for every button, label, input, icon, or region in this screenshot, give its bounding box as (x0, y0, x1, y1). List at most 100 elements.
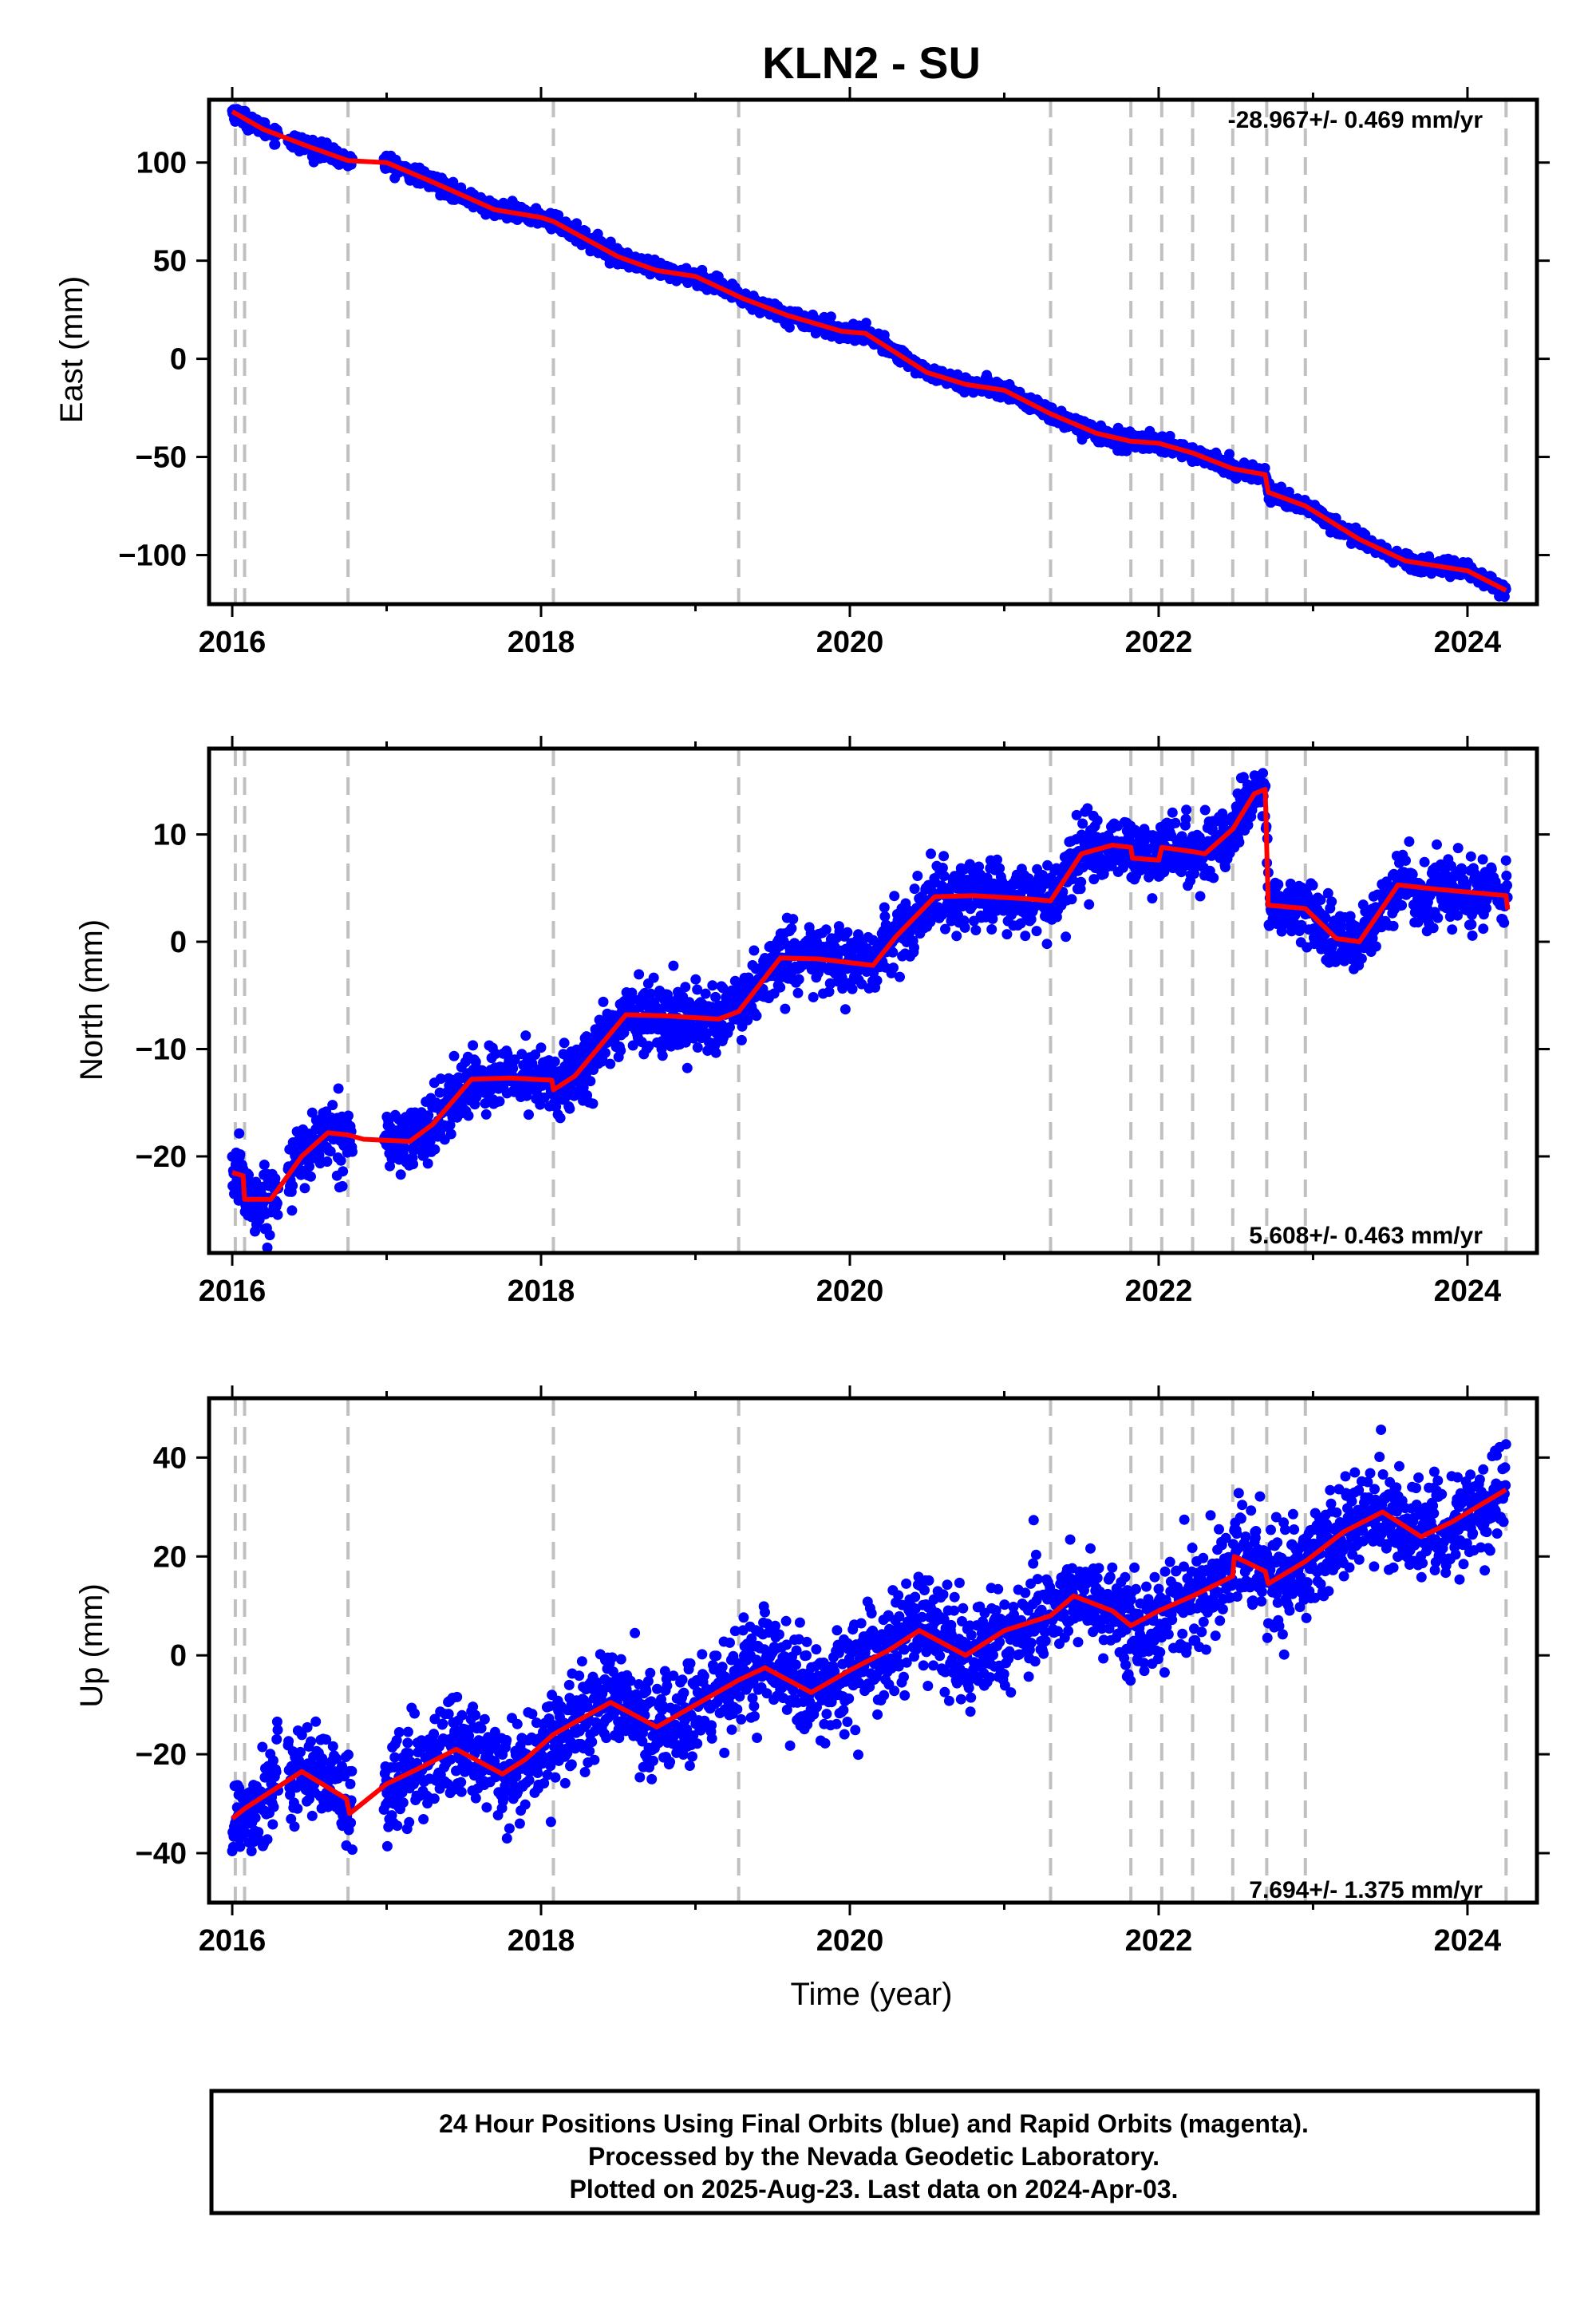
north-data-point (736, 1034, 747, 1045)
north-data-point (520, 1030, 531, 1041)
north-data-point (535, 1042, 547, 1053)
north-data-point (1234, 836, 1245, 848)
north-data-point (234, 1128, 245, 1139)
north-data-point (648, 972, 659, 983)
east-y-tick-label: −50 (136, 441, 187, 475)
north-data-point (668, 960, 679, 971)
north-data-point (615, 1045, 626, 1056)
north-data-point (271, 1198, 282, 1209)
north-data-point (1092, 815, 1103, 826)
north-data-point (788, 914, 799, 925)
north-data-point (1041, 939, 1053, 950)
north-data-point (690, 974, 701, 985)
north-data-point (1258, 768, 1269, 779)
north-data-point (847, 983, 858, 994)
north-data-point (1077, 818, 1088, 829)
east-x-tick-label: 2024 (1434, 626, 1502, 659)
north-data-point (322, 1156, 333, 1167)
north-data-point (523, 1109, 534, 1120)
north-data-point (970, 925, 982, 935)
north-data-point (337, 1180, 348, 1192)
north-data-point (707, 980, 718, 991)
north-data-point (299, 1183, 310, 1194)
east-x-tick-label: 2022 (1125, 626, 1193, 659)
north-data-point (1084, 899, 1095, 910)
north-data-point (333, 1083, 344, 1094)
chart-title: KLN2 - SU (762, 38, 981, 88)
north-data-point (909, 883, 920, 895)
north-data-point (468, 1040, 479, 1051)
north-data-point (343, 1110, 354, 1121)
north-data-point (549, 1056, 560, 1067)
north-data-point (895, 971, 905, 982)
north-data-point (909, 942, 919, 953)
north-data-point (555, 1113, 566, 1124)
north-data-point (780, 1003, 791, 1014)
east-data-point (270, 139, 281, 150)
north-data-point (605, 1058, 616, 1069)
north-data-point (1404, 836, 1415, 847)
north-data-point (422, 1158, 433, 1169)
east-x-tick-label: 2020 (816, 626, 884, 659)
north-data-point (871, 975, 883, 986)
north-data-point (710, 1047, 721, 1058)
north-data-point (399, 1142, 410, 1153)
east-axis-label: East (mm) (54, 276, 89, 423)
north-data-point (1170, 817, 1181, 828)
north-data-point (1432, 912, 1444, 923)
north-data-point (338, 1166, 349, 1177)
north-data-point (1388, 920, 1399, 931)
north-data-point (408, 1159, 419, 1170)
north-data-point (680, 982, 691, 993)
north-data-point (429, 1144, 440, 1155)
north-data-point (792, 987, 804, 998)
north-data-point (1467, 930, 1478, 941)
north-data-point (1195, 891, 1206, 902)
north-data-point (1076, 876, 1087, 887)
north-data-point (1167, 807, 1178, 818)
north-data-point (986, 924, 998, 935)
north-data-point (1396, 899, 1408, 911)
north-data-point (751, 1010, 762, 1022)
north-data-point (286, 1205, 298, 1216)
east-y-tick-label: 100 (136, 147, 187, 180)
north-data-point (1001, 929, 1013, 940)
north-data-point (1307, 879, 1318, 891)
north-data-point (1432, 839, 1442, 850)
north-data-point (272, 1209, 283, 1220)
north-data-point (820, 924, 832, 935)
north-data-point (1400, 855, 1411, 866)
north-data-point (634, 969, 645, 980)
north-data-point (287, 1180, 298, 1192)
north-data-point (1147, 893, 1158, 904)
north-data-point (889, 891, 900, 902)
north-data-point (1419, 856, 1430, 868)
north-data-point (235, 1149, 246, 1160)
north-data-point (1447, 924, 1458, 935)
north-data-point (681, 1062, 693, 1073)
north-data-point (306, 1171, 316, 1182)
north-data-point (1199, 804, 1211, 816)
north-data-point (1465, 851, 1476, 862)
east-rate-label: -28.967+/- 0.469 mm/yr (1228, 107, 1483, 133)
north-data-point (959, 922, 970, 933)
north-data-point (692, 1042, 703, 1053)
north-data-point (808, 992, 819, 1002)
north-data-point (395, 1169, 406, 1180)
north-data-point (842, 927, 853, 938)
north-data-point (1428, 923, 1439, 934)
north-data-point (1273, 879, 1284, 890)
north-data-point (564, 1103, 575, 1114)
north-data-point (587, 1098, 598, 1109)
north-data-point (1181, 804, 1192, 816)
north-data-point (1208, 872, 1219, 883)
north-data-point (775, 982, 786, 993)
north-data-point (259, 1160, 270, 1170)
north-data-point (1370, 941, 1381, 952)
north-data-point (888, 962, 899, 974)
north-data-point (951, 931, 962, 942)
north-data-point (335, 1155, 346, 1166)
north-data-point (912, 871, 923, 881)
